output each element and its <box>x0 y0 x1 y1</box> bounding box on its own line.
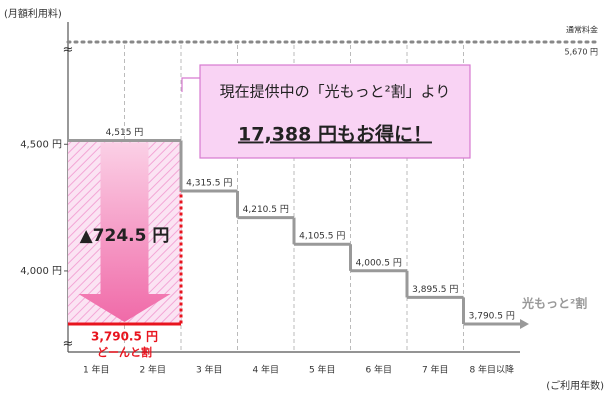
y-tick-label: 4,500 円 <box>20 139 62 150</box>
x-tick-label: 1 年目 <box>83 364 110 376</box>
value-label: 3,790.5 円 <box>469 311 515 322</box>
callout-line2: 17,388 円もお得に！ <box>238 123 432 146</box>
axis-break: ≈ <box>63 337 74 352</box>
value-label: 3,895.5 円 <box>412 284 458 295</box>
value-label: 4,315.5 円 <box>186 178 232 189</box>
reference-name: 通常料金 <box>566 25 598 35</box>
x-tick-label: 2 年目 <box>139 364 166 376</box>
callout-line1: 現在提供中の「光もっと²割」より <box>220 83 451 101</box>
arrow-label: ▲724.5 円 <box>80 226 170 246</box>
y-tick-label: 4,000 円 <box>20 266 62 277</box>
x-tick-label: 8 年目以降 <box>469 364 514 376</box>
reference-label: 5,670 円 <box>565 48 598 57</box>
callout-pointer <box>181 77 200 92</box>
value-label: 4,105.5 円 <box>299 231 345 242</box>
x-tick-label: 4 年目 <box>252 364 279 376</box>
callout-box <box>199 64 471 159</box>
x-tick-label: 7 年目 <box>422 364 449 376</box>
value-label: 4,515 円 <box>106 127 144 138</box>
axis-break: ≈ <box>63 43 74 58</box>
value-label: 4,210.5 円 <box>243 204 289 215</box>
x-tick-label: 3 年目 <box>196 364 223 376</box>
x-tick-label: 6 年目 <box>365 364 392 376</box>
x-tick-label: 5 年目 <box>309 364 336 376</box>
legend-label: 光もっと²割 <box>521 296 587 311</box>
value-label: 3,790.5 円 <box>91 330 158 344</box>
savings-arrow <box>78 142 171 323</box>
value-label: 4,000.5 円 <box>356 257 402 268</box>
x-axis-label: (ご利用年数) <box>546 379 604 392</box>
y-axis-label: (月額利用料) <box>4 7 62 20</box>
legend-label: どーんと割 <box>97 345 152 359</box>
series-arrowhead <box>520 319 529 330</box>
